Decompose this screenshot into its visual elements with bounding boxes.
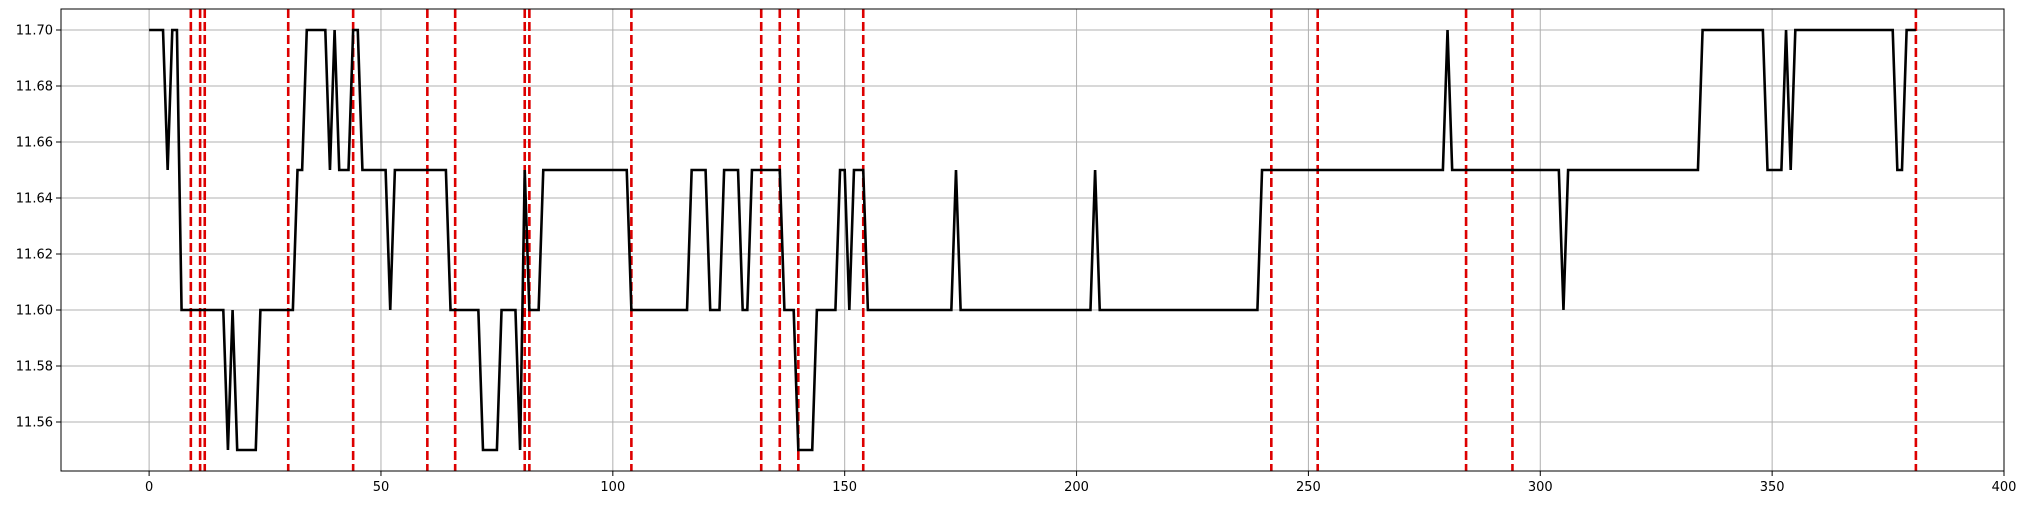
series-layer xyxy=(149,28,1916,452)
x-tick-label: 200 xyxy=(1064,480,1089,495)
y-tick-label: 11.60 xyxy=(16,304,53,319)
y-tick-label: 11.68 xyxy=(16,80,53,95)
y-tick-label: 11.64 xyxy=(16,192,53,207)
x-tick-label: 150 xyxy=(832,480,857,495)
x-tick-label: 250 xyxy=(1296,480,1321,495)
y-tick-label: 11.62 xyxy=(16,248,53,263)
x-tick-label: 50 xyxy=(373,480,390,495)
series-line xyxy=(149,28,1916,452)
y-tick-label: 11.58 xyxy=(16,360,53,375)
change-point-lines xyxy=(189,9,1918,471)
x-tick-label: 350 xyxy=(1760,480,1785,495)
y-tick-label: 11.70 xyxy=(16,24,53,39)
x-tick-label: 100 xyxy=(600,480,625,495)
x-tick-label: 300 xyxy=(1528,480,1553,495)
axis-ticks: 0 50 100 150 200 250 300 350 400 11.56 11.58 11.60 1… xyxy=(16,24,2017,496)
x-tick-label: 0 xyxy=(145,480,153,495)
y-tick-label: 11.56 xyxy=(16,416,53,431)
y-tick-label: 11.66 xyxy=(16,136,53,151)
grid-lines xyxy=(61,9,2005,471)
x-tick-label: 400 xyxy=(1992,480,2017,495)
plot-frame xyxy=(60,8,2005,472)
